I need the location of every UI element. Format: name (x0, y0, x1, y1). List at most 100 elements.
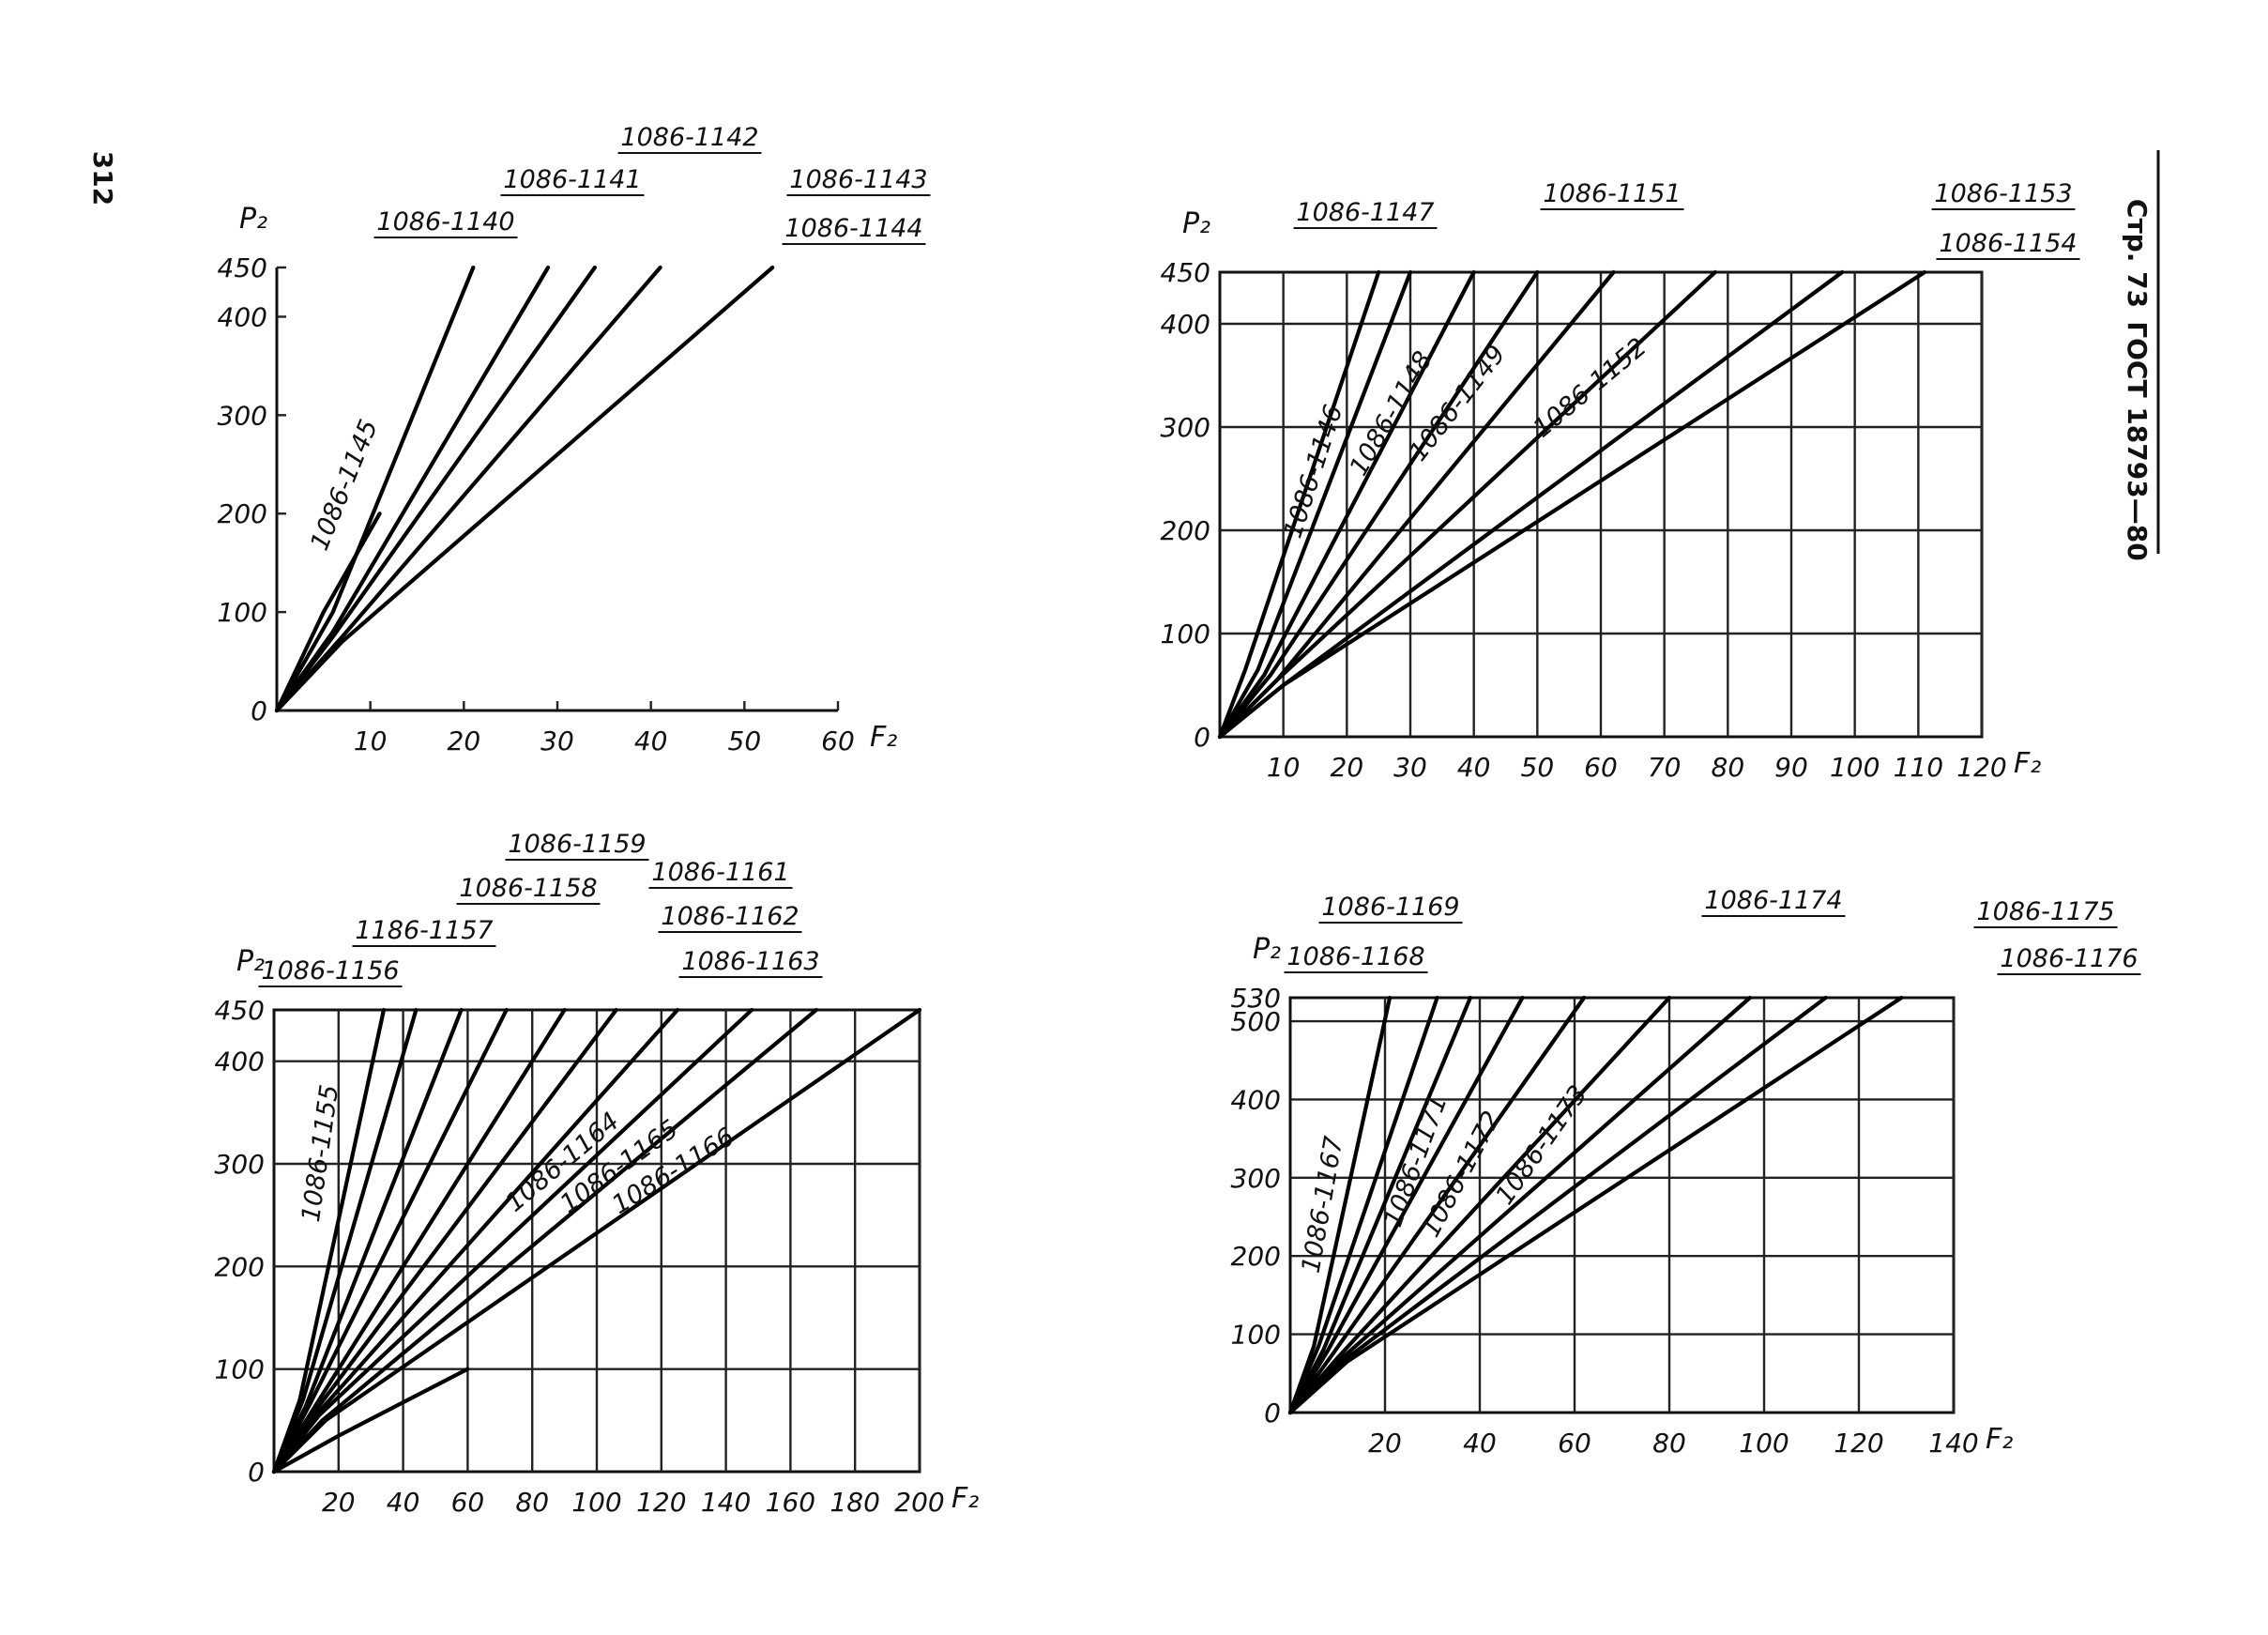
series-line-1086-1151 (1217, 269, 1616, 740)
x-tick-label: 120 (636, 1487, 686, 1518)
series-label: 1086-1155 (297, 1083, 344, 1224)
series-line-1086-1175 (1287, 995, 1828, 1415)
x-tick-label: 50 (728, 726, 762, 756)
y-tick-label: 400 (1231, 1084, 1281, 1115)
series-label: 1186-1157 (355, 916, 493, 945)
x-axis-label: F₂ (951, 1482, 979, 1515)
y-tick-label: 300 (215, 1149, 265, 1180)
y-tick-label: 450 (215, 995, 265, 1026)
x-axis-label: F₂ (870, 721, 897, 754)
x-tick-label: 20 (448, 726, 481, 756)
y-tick-label: 200 (1231, 1241, 1281, 1272)
series-label: 1086-1162 (661, 902, 799, 931)
y-tick-label: 0 (1264, 1398, 1281, 1429)
series-label: 1086-1174 (1704, 886, 1842, 915)
y-tick-label: 300 (1231, 1163, 1281, 1194)
series-line-1086-1167 (1287, 995, 1393, 1415)
x-tick-label: 100 (1830, 752, 1880, 783)
series-label: 1086-1147 (1296, 198, 1434, 227)
y-axis-label: P₂ (1182, 207, 1210, 240)
x-tick-label: 120 (1956, 752, 2006, 783)
x-tick-label: 100 (571, 1487, 621, 1518)
x-tick-label: 100 (1739, 1428, 1789, 1459)
chart-2 (1217, 208, 2080, 740)
series-label: 1086-1158 (459, 874, 597, 903)
series-line-1086-1152 (1217, 269, 1717, 740)
series-label: 1086-1167 (1297, 1134, 1349, 1275)
y-tick-label: 100 (1161, 619, 1210, 649)
series-label: 1086-1143 (789, 165, 927, 194)
series-label: 1086-1154 (1939, 229, 2077, 258)
series-line-1086-1145 (274, 265, 775, 713)
x-tick-label: 140 (701, 1487, 751, 1518)
series-line-1086-1149 (1217, 269, 1540, 740)
x-tick-label: 110 (1894, 752, 1943, 783)
y-tick-label: 300 (1161, 412, 1210, 443)
chart-1 (274, 152, 931, 713)
y-axis-label: P₂ (1253, 933, 1281, 966)
series-label: 1086-1161 (651, 858, 789, 887)
series-line-1086-1168 (1287, 995, 1439, 1415)
y-tick-label: 200 (218, 498, 267, 529)
x-tick-label: 90 (1774, 752, 1808, 783)
series-line-1086-1147 (1217, 269, 1413, 740)
x-tick-label: 30 (1393, 752, 1427, 783)
x-tick-label: 20 (322, 1487, 356, 1518)
x-tick-label: 50 (1521, 752, 1555, 783)
series-line-1086-1141 (274, 265, 476, 713)
series-line-1086-1172 (1287, 995, 1587, 1415)
series-line-1086-1176 (1287, 995, 1904, 1415)
y-tick-label: 400 (1161, 309, 1210, 340)
y-tick-label: 100 (215, 1354, 265, 1385)
series-line-1086-1166 (271, 1367, 470, 1475)
y-tick-label: 0 (1194, 722, 1210, 753)
series-line-1086-1143 (274, 265, 597, 713)
y-tick-label: 300 (218, 400, 267, 431)
y-tick-label: 400 (215, 1047, 265, 1077)
x-axis-label: F₂ (2014, 747, 2041, 780)
series-line-1086-1154 (1217, 269, 1927, 740)
y-tick-label: 200 (1161, 515, 1210, 546)
series-label: 1086-1141 (503, 165, 641, 194)
x-tick-label: 10 (354, 726, 388, 756)
series-line-1086-1146 (1217, 269, 1381, 740)
y-tick-label: 530 (1231, 983, 1281, 1014)
page-number: 312 (87, 151, 118, 206)
y-tick-label: 0 (248, 1457, 265, 1488)
chart-4 (1284, 915, 2141, 1415)
series-label: 1086-1176 (2000, 944, 2138, 973)
x-tick-label: 20 (1368, 1428, 1402, 1459)
series-line-1086-1164 (271, 1007, 819, 1475)
y-tick-label: 400 (218, 301, 267, 332)
y-tick-label: 450 (218, 252, 267, 283)
series-label: 1086-1156 (261, 956, 399, 986)
y-tick-label: 0 (251, 695, 267, 726)
series-line-1086-1165 (271, 1007, 922, 1475)
series-label: 1086-1142 (620, 123, 758, 152)
x-tick-label: 160 (766, 1487, 815, 1518)
x-tick-label: 80 (1652, 1428, 1686, 1459)
series-label: 1086-1163 (681, 947, 819, 976)
x-tick-label: 40 (1457, 752, 1491, 783)
y-tick-label: 100 (218, 597, 267, 628)
x-tick-label: 120 (1834, 1428, 1883, 1459)
x-tick-label: 60 (821, 726, 855, 756)
x-tick-label: 40 (634, 726, 668, 756)
x-tick-label: 60 (1584, 752, 1618, 783)
series-label: 1086-1145 (305, 416, 384, 555)
series-line-1086-1159 (271, 1007, 567, 1475)
series-label: 1086-1140 (376, 207, 514, 237)
series-line-1086-1171 (1287, 995, 1525, 1415)
x-tick-label: 60 (451, 1487, 485, 1518)
series-line-1086-1142 (274, 265, 551, 713)
series-label: 1086-1175 (1976, 897, 2114, 926)
x-tick-label: 60 (1558, 1428, 1591, 1459)
x-tick-label: 80 (515, 1487, 549, 1518)
x-tick-label: 70 (1648, 752, 1682, 783)
y-axis-label: P₂ (236, 945, 265, 978)
x-tick-label: 40 (1463, 1428, 1497, 1459)
chart-3 (258, 859, 922, 1475)
x-tick-label: 20 (1331, 752, 1364, 783)
